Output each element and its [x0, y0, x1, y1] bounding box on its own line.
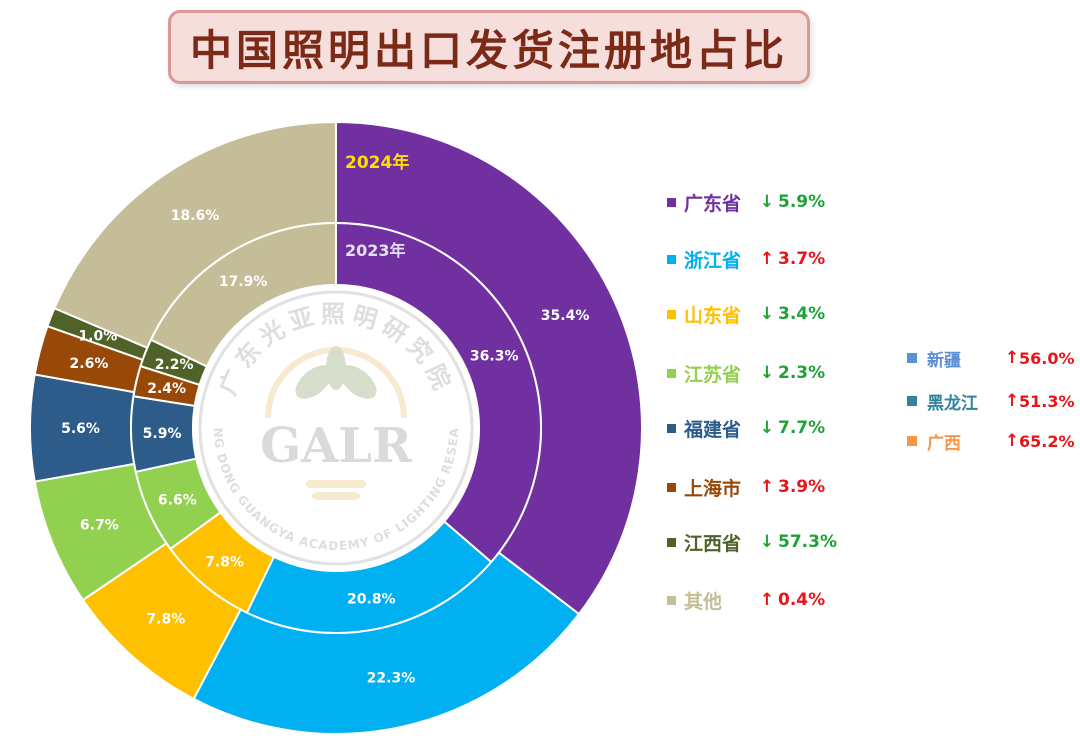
legend-swatch: [667, 482, 676, 492]
inner-label-0: 36.3%: [470, 349, 519, 365]
outer-label-0: 35.4%: [541, 308, 590, 324]
inner-label-1: 20.8%: [347, 591, 396, 607]
legend-item: 福建省 ↓ 7.7%: [667, 413, 825, 443]
legend-item: 山东省 ↓ 3.4%: [667, 299, 825, 329]
side-legend-name: 黑龙江: [927, 393, 978, 414]
outer-label-2: 7.8%: [146, 612, 185, 628]
side-legend-swatch: [907, 353, 917, 363]
legend-swatch: [667, 254, 676, 264]
legend-item: 浙江省 ↑ 3.7%: [667, 244, 825, 274]
down-arrow-icon: ↓: [759, 532, 775, 552]
side-legend-change: 56.0%: [1019, 348, 1075, 368]
legend-change: 3.9%: [778, 477, 826, 497]
legend-change: 2.3%: [778, 363, 826, 383]
up-arrow-icon: ↑: [759, 477, 775, 497]
down-arrow-icon: ↓: [759, 418, 775, 438]
up-arrow-icon: ↑: [759, 590, 775, 610]
legend-swatch: [667, 423, 676, 433]
up-arrow-icon: ↑: [1005, 391, 1020, 411]
legend-name: 江西省: [684, 532, 742, 555]
inner-label-3: 6.6%: [158, 492, 197, 508]
inner-label-6: 2.2%: [155, 357, 194, 373]
title-box: 中国照明出口发货注册地占比: [168, 10, 810, 84]
outer-label-7: 18.6%: [171, 208, 220, 224]
leaf-icon: [295, 365, 333, 399]
side-legend-item: 新疆 ↑ 56.0%: [907, 344, 1075, 372]
legend-name: 广东省: [684, 192, 742, 215]
outer-ring-2024: 35.4% 22.3% 7.8% 6.7% 5.6% 2.6% 1.0% 18.6%: [29, 120, 643, 735]
outer-label-3: 6.7%: [80, 517, 119, 533]
legend-swatch: [667, 368, 676, 378]
ring-label-2023: 2023年: [345, 241, 406, 260]
side-legend-item: 黑龙江 ↑ 51.3%: [907, 387, 1075, 415]
legend-name: 福建省: [684, 418, 742, 441]
side-legend-change: 65.2%: [1019, 431, 1075, 451]
inner-label-2: 7.8%: [205, 555, 244, 571]
outer-label-1: 22.3%: [367, 671, 416, 687]
legend-change: 5.9%: [778, 192, 826, 212]
legend-swatch: [667, 537, 676, 547]
outer-label-6: 1.0%: [78, 328, 117, 344]
legend-change: 3.7%: [778, 249, 826, 269]
inner-label-5: 2.4%: [147, 381, 186, 397]
legend-change: 0.4%: [778, 590, 826, 610]
side-legend-change: 51.3%: [1019, 391, 1075, 411]
down-arrow-icon: ↓: [759, 192, 775, 212]
inner-ring-2023: 36.3% 20.8% 7.8% 6.6% 5.9% 2.4% 2.2% 17.9%: [130, 221, 542, 634]
legend-swatch: [667, 309, 676, 319]
down-arrow-icon: ↓: [759, 363, 775, 383]
side-legend-swatch: [907, 396, 917, 406]
inner-label-4: 5.9%: [143, 426, 182, 442]
side-legend-name: 新疆: [927, 350, 961, 371]
watermark-monogram: GALR: [260, 418, 413, 474]
up-arrow-icon: ↑: [759, 249, 775, 269]
legend-name: 江苏省: [684, 363, 742, 386]
ring-label-2024: 2024年: [345, 152, 409, 173]
legend-name: 上海市: [684, 477, 742, 500]
outer-label-4: 5.6%: [61, 421, 100, 437]
inner-label-7: 17.9%: [219, 274, 268, 290]
legend-name: 浙江省: [684, 249, 742, 272]
legend-item: 江西省 ↓ 57.3%: [667, 527, 837, 557]
legend-change: 7.7%: [778, 418, 826, 438]
side-legend-name: 广西: [927, 433, 961, 454]
legend-item: 其他 ↑ 0.4%: [667, 585, 825, 615]
legend-swatch: [667, 197, 676, 207]
side-legend-swatch: [907, 436, 917, 446]
legend-item: 上海市 ↑ 3.9%: [667, 472, 825, 502]
chart-title: 中国照明出口发货注册地占比: [189, 25, 788, 75]
side-legend-item: 广西 ↑ 65.2%: [907, 427, 1075, 455]
legend-item: 广东省 ↓ 5.9%: [667, 187, 825, 217]
legend-item: 江苏省 ↓ 2.3%: [667, 358, 825, 388]
down-arrow-icon: ↓: [759, 304, 775, 324]
legend-change: 57.3%: [778, 532, 837, 552]
up-arrow-icon: ↑: [1005, 348, 1020, 368]
leaf-icon: [326, 346, 346, 390]
legend-change: 3.4%: [778, 304, 826, 324]
legend-swatch: [667, 595, 676, 605]
legend-name: 山东省: [684, 304, 742, 327]
legend-name: 其他: [684, 590, 723, 613]
leaf-icon: [339, 365, 377, 399]
bulb-base-icon: [312, 492, 360, 500]
bulb-base-icon: [306, 480, 366, 488]
outer-label-5: 2.6%: [70, 356, 109, 372]
up-arrow-icon: ↑: [1005, 431, 1020, 451]
